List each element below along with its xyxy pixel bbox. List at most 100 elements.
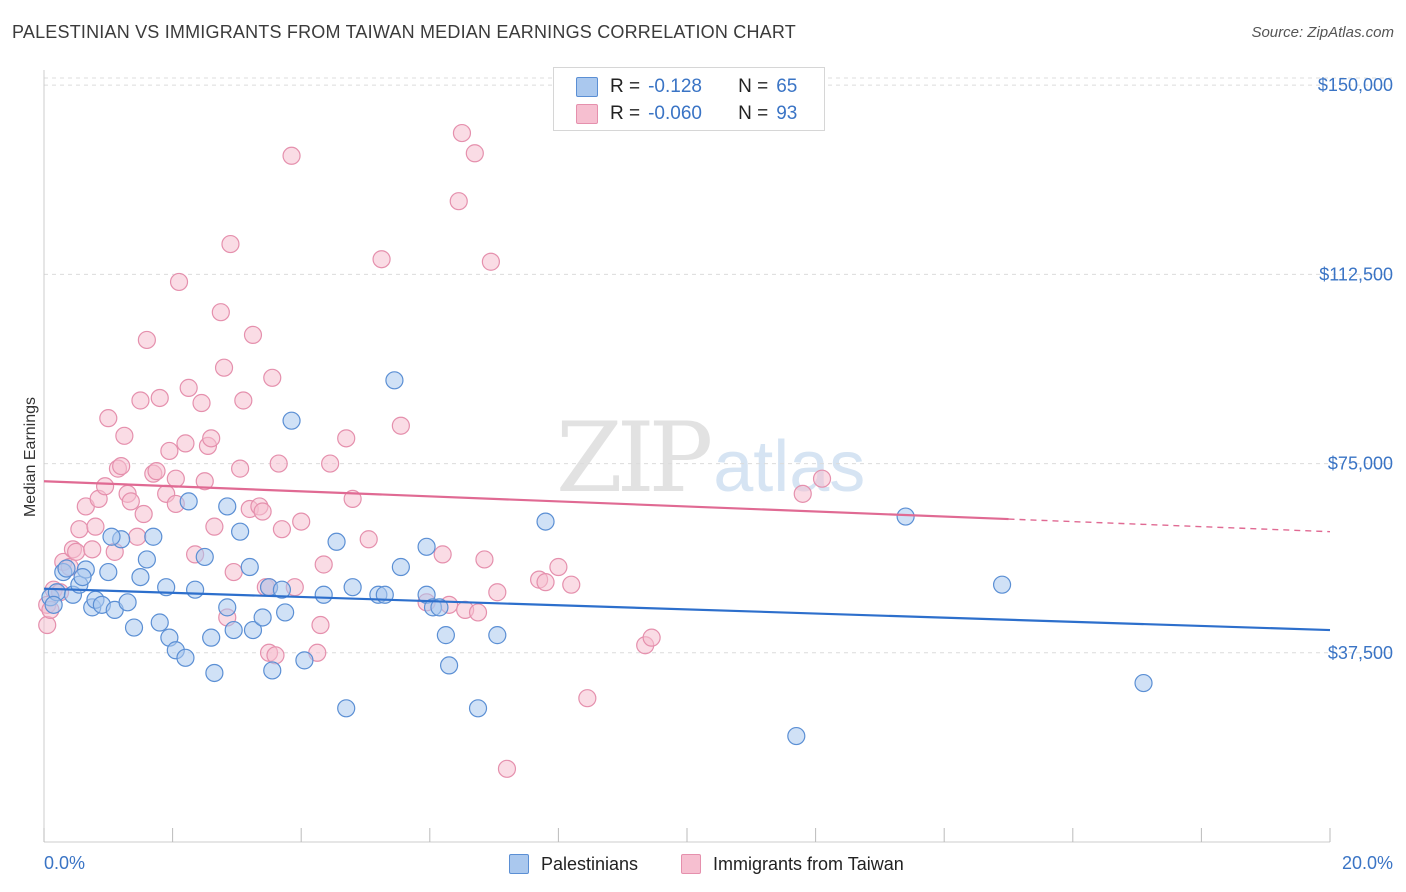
palestinian-point bbox=[118, 593, 137, 612]
taiwan-point bbox=[160, 441, 179, 461]
taiwan-point bbox=[253, 502, 272, 521]
palestinian-point bbox=[488, 626, 507, 645]
taiwan-point bbox=[176, 434, 195, 453]
palestinian-point bbox=[218, 497, 237, 516]
taiwan-point bbox=[202, 429, 221, 448]
palestinian-point bbox=[224, 620, 243, 640]
taiwan-point bbox=[99, 409, 118, 428]
palestinian-point bbox=[150, 613, 169, 632]
taiwan-point bbox=[211, 303, 230, 322]
taiwan-point bbox=[488, 583, 507, 602]
palestinian-point bbox=[144, 527, 163, 546]
palestinian-point bbox=[243, 620, 263, 640]
taiwan-point bbox=[70, 520, 89, 539]
palestinian-point bbox=[218, 598, 237, 617]
taiwan-point bbox=[137, 330, 156, 350]
palestinian-point bbox=[295, 651, 314, 670]
taiwan-point bbox=[179, 378, 198, 397]
taiwan-point bbox=[234, 391, 253, 410]
legend-n-value: 93 bbox=[776, 103, 798, 124]
taiwan-trend-extension bbox=[1008, 518, 1331, 533]
y-tick-label: $112,500 bbox=[1319, 264, 1393, 284]
legend-r-value: -0.128 bbox=[648, 76, 702, 97]
y-tick-label: $37,500 bbox=[1328, 643, 1393, 663]
taiwan-point bbox=[793, 484, 812, 503]
taiwan-point bbox=[231, 459, 250, 478]
legend-swatch-pink bbox=[576, 104, 598, 124]
bottom-legend-label: Palestinians bbox=[541, 853, 639, 874]
y-axis-label: Median Earnings bbox=[22, 397, 39, 517]
taiwan-point bbox=[67, 542, 86, 561]
legend-row-palestinians: R = -0.128 N = 65 bbox=[576, 75, 797, 99]
palestinian-point bbox=[430, 598, 449, 617]
taiwan-point bbox=[578, 689, 597, 708]
taiwan-point bbox=[497, 759, 517, 778]
taiwan-point bbox=[282, 146, 301, 165]
palestinian-point bbox=[992, 575, 1012, 594]
legend-row-taiwan: R = -0.060 N = 93 bbox=[576, 102, 797, 126]
taiwan-point bbox=[562, 575, 581, 594]
taiwan-point bbox=[112, 456, 131, 476]
taiwan-point bbox=[115, 426, 134, 445]
legend-r-label: R = bbox=[610, 103, 641, 124]
taiwan-point bbox=[214, 358, 234, 377]
taiwan-point bbox=[128, 527, 147, 546]
palestinian-point bbox=[417, 537, 436, 556]
palestinian-point bbox=[896, 507, 915, 526]
palestinians-trend-line bbox=[43, 587, 1331, 632]
taiwan-point bbox=[465, 144, 484, 163]
correlation-legend: R = -0.128 N = 65 R = -0.060 N = 93 bbox=[553, 67, 825, 131]
bottom-legend-label: Immigrants from Taiwan bbox=[713, 853, 904, 874]
palestinian-point bbox=[186, 580, 205, 599]
taiwan-point bbox=[83, 540, 102, 559]
legend-r-value: -0.060 bbox=[648, 103, 702, 124]
taiwan-point bbox=[243, 325, 263, 345]
palestinian-point bbox=[282, 411, 301, 430]
taiwan-point bbox=[475, 550, 494, 569]
taiwan-point bbox=[195, 472, 214, 491]
palestinian-point bbox=[536, 512, 555, 531]
taiwan-point bbox=[269, 454, 288, 473]
taiwan-point bbox=[266, 646, 285, 665]
legend-swatch-blue bbox=[576, 77, 598, 97]
palestinian-point bbox=[179, 492, 198, 511]
trend-lines bbox=[43, 480, 1331, 632]
taiwan-point bbox=[452, 123, 472, 143]
taiwan-trend-line bbox=[43, 480, 1009, 521]
taiwan-point bbox=[642, 628, 661, 647]
legend-r-label: R = bbox=[610, 76, 641, 97]
taiwan-point bbox=[95, 477, 115, 496]
bottom-legend-taiwan[interactable]: Immigrants from Taiwan bbox=[681, 852, 904, 876]
taiwan-point bbox=[337, 429, 356, 448]
x-tick-label-max: 20.0% bbox=[1342, 853, 1393, 873]
palestinian-point bbox=[102, 527, 121, 546]
palestinian-point bbox=[276, 603, 295, 622]
taiwan-point bbox=[166, 469, 185, 488]
palestinian-point bbox=[57, 559, 76, 578]
palestinian-point bbox=[202, 628, 221, 647]
palestinian-point bbox=[343, 578, 362, 597]
chart-title: PALESTINIAN VS IMMIGRANTS FROM TAIWAN ME… bbox=[12, 22, 796, 42]
legend-n-value: 65 bbox=[776, 76, 798, 97]
bottom-legend-palestinians[interactable]: Palestinians bbox=[509, 852, 638, 876]
tick-labels: $37,500 $75,000 $112,500 $150,000 0.0% 20.0% bbox=[44, 75, 1393, 873]
axes bbox=[43, 70, 1331, 843]
taiwan-point bbox=[391, 416, 410, 435]
palestinian-point bbox=[231, 522, 250, 541]
bottom-legend-swatch-blue bbox=[509, 854, 529, 874]
palestinian-point bbox=[439, 656, 459, 675]
taiwan-point bbox=[311, 615, 330, 635]
taiwan-point bbox=[549, 557, 568, 577]
series-palestinians-points bbox=[41, 371, 1153, 746]
taiwan-point bbox=[536, 573, 555, 592]
y-tick-label: $75,000 bbox=[1328, 454, 1393, 474]
taiwan-point bbox=[169, 272, 189, 292]
legend-n-label: N = bbox=[738, 76, 769, 97]
taiwan-point bbox=[150, 388, 169, 408]
taiwan-point bbox=[359, 530, 378, 549]
taiwan-point bbox=[468, 603, 488, 622]
taiwan-point bbox=[147, 462, 166, 481]
taiwan-point bbox=[131, 391, 150, 410]
taiwan-point bbox=[812, 469, 832, 488]
